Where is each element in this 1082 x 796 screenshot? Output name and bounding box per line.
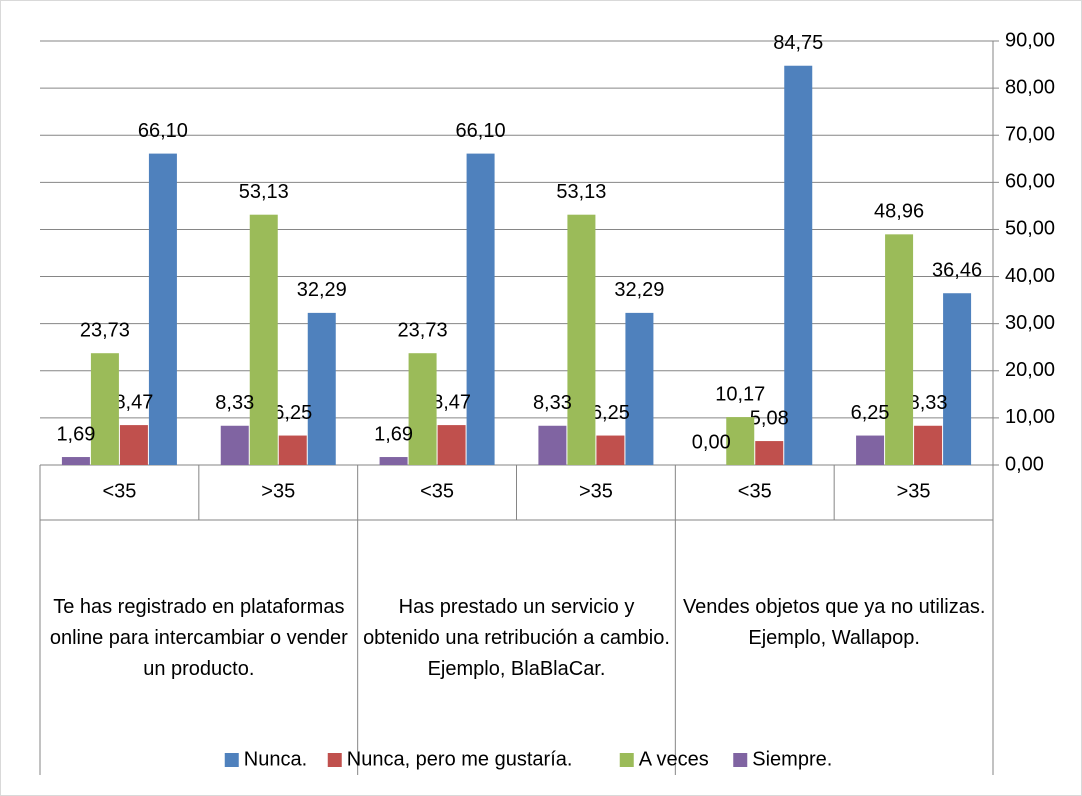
bar [379, 457, 408, 465]
x-tick-label: <35 [420, 480, 454, 502]
y-tick-label: 90,00 [1005, 29, 1055, 51]
x-tick-label: >35 [261, 480, 295, 502]
legend-swatch [327, 753, 342, 767]
bar [914, 425, 943, 465]
data-label: 66,10 [138, 120, 188, 142]
data-label: 8,47 [432, 391, 471, 413]
data-label: 48,96 [874, 201, 924, 223]
bar [726, 417, 755, 465]
x-tick-label: <35 [738, 480, 772, 502]
data-label: 23,73 [80, 319, 130, 341]
bar [856, 435, 885, 465]
legend-label: A veces [639, 748, 709, 770]
bar [784, 65, 813, 465]
data-label: 66,10 [456, 120, 506, 142]
data-label: 0,00 [692, 431, 731, 453]
legend-swatch [224, 753, 239, 767]
y-tick-label: 0,00 [1005, 453, 1044, 475]
bar [90, 353, 119, 465]
data-label: 5,08 [750, 407, 789, 429]
data-label: 6,25 [273, 402, 312, 424]
group-label: Vendes objetos que ya no utilizas. Ejemp… [682, 596, 986, 649]
bar [755, 441, 784, 465]
data-label: 6,25 [591, 402, 630, 424]
bar [437, 425, 466, 465]
bar [596, 435, 625, 465]
bar [220, 425, 249, 465]
data-label: 53,13 [239, 181, 289, 203]
data-label: 53,13 [556, 181, 606, 203]
y-tick-label: 80,00 [1005, 76, 1055, 98]
y-tick-label: 40,00 [1005, 265, 1055, 287]
y-tick-label: 70,00 [1005, 124, 1055, 146]
bar [307, 312, 336, 465]
y-tick-label: 60,00 [1005, 171, 1055, 193]
data-label: 36,46 [932, 260, 982, 282]
data-label: 32,29 [614, 279, 664, 301]
bar [408, 353, 437, 465]
y-tick-label: 10,00 [1005, 406, 1055, 428]
y-tick-label: 20,00 [1005, 359, 1055, 381]
x-tick-label: <35 [102, 480, 136, 502]
data-label: 32,29 [297, 279, 347, 301]
data-label: 10,17 [715, 383, 765, 405]
bar [538, 425, 567, 465]
x-tick-label: >35 [897, 480, 931, 502]
legend-label: Nunca. [244, 748, 307, 770]
data-label: 8,33 [909, 392, 948, 414]
y-tick-label: 30,00 [1005, 312, 1055, 334]
data-label: 8,47 [114, 391, 153, 413]
y-tick-label: 50,00 [1005, 218, 1055, 240]
bar [466, 153, 495, 465]
data-label: 84,75 [773, 32, 823, 54]
data-label: 8,33 [215, 392, 254, 414]
bar [61, 457, 90, 465]
bar [249, 214, 278, 465]
legend-swatch [733, 753, 748, 767]
data-label: 6,25 [851, 402, 890, 424]
bar [278, 435, 307, 465]
bar [148, 153, 177, 465]
data-label: 1,69 [374, 423, 413, 445]
legend-label: Siempre. [752, 748, 832, 770]
data-label: 8,33 [533, 392, 572, 414]
bar [567, 214, 596, 465]
bar [943, 293, 972, 465]
legend-label: Nunca, pero me gustaría. [347, 748, 573, 770]
group-label: Has prestado un servicio y obtenido una … [363, 596, 670, 680]
x-tick-label: >35 [579, 480, 613, 502]
legend-swatch [619, 753, 634, 767]
bar [119, 425, 148, 465]
data-label: 1,69 [56, 423, 95, 445]
group-label: Te has registrado en plataformas online … [49, 596, 348, 680]
data-label: 23,73 [398, 319, 448, 341]
bar [625, 312, 654, 465]
bar [885, 234, 914, 465]
